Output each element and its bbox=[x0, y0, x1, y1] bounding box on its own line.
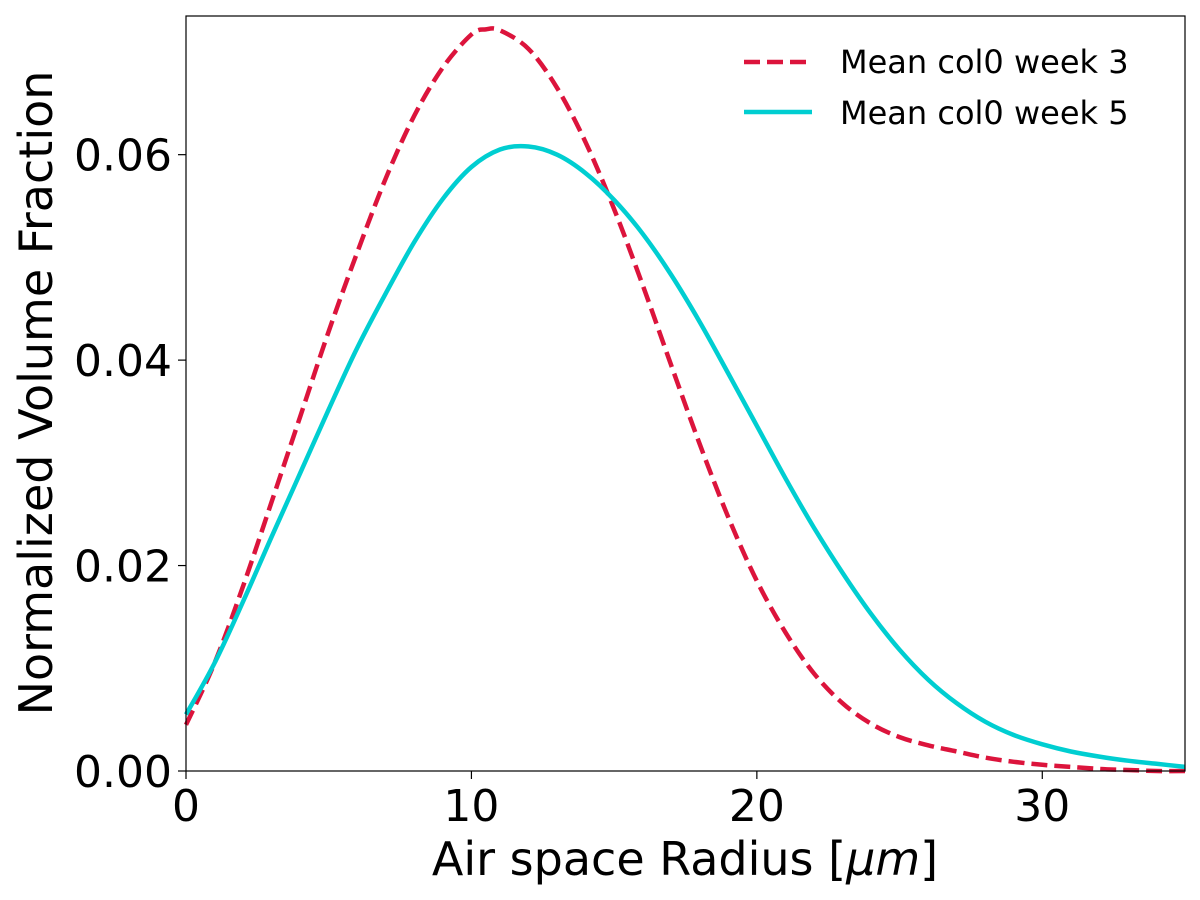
y-axis-ticks: 0.00 0.02 0.04 0.06 bbox=[74, 131, 186, 798]
y-axis-label: Normalized Volume Fraction bbox=[9, 71, 63, 716]
plot-frame bbox=[185, 15, 1186, 772]
series-line-week5 bbox=[184, 143, 1186, 770]
y-tick-label: 0.06 bbox=[74, 131, 172, 182]
y-tick-label: 0.04 bbox=[74, 336, 172, 387]
legend: Mean col0 week 3 Mean col0 week 5 bbox=[744, 43, 1129, 132]
legend-label-week5: Mean col0 week 5 bbox=[840, 94, 1129, 132]
x-tick-label: 10 bbox=[443, 781, 499, 832]
x-axis-label: Air space Radius [μm] bbox=[432, 832, 938, 886]
x-tick-label: 30 bbox=[1014, 781, 1070, 832]
y-tick-label: 0.00 bbox=[74, 747, 172, 798]
legend-label-week3: Mean col0 week 3 bbox=[840, 43, 1129, 81]
x-tick-label: 0 bbox=[172, 781, 200, 832]
x-axis-ticks: 0 10 20 30 bbox=[172, 771, 1070, 832]
series-line-week3 bbox=[183, 26, 1186, 774]
x-tick-label: 20 bbox=[729, 781, 785, 832]
plot-lines bbox=[183, 26, 1186, 774]
y-tick-label: 0.02 bbox=[74, 542, 172, 593]
